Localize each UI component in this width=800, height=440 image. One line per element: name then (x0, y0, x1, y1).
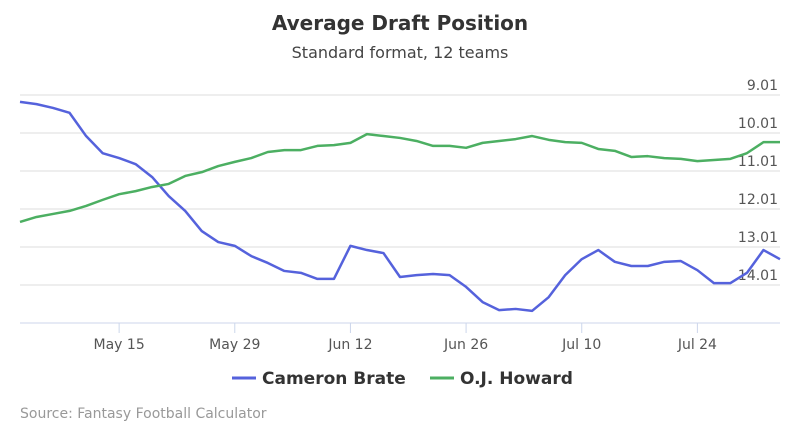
x-tick-label: Jun 26 (443, 337, 488, 353)
series-line (19, 132, 780, 224)
x-tick-label: Jul 24 (677, 337, 717, 353)
x-tick-label: Jun 12 (327, 337, 372, 353)
y-tick-label: 9.01 (747, 78, 778, 94)
y-tick-label: 13.01 (738, 230, 778, 246)
chart-subtitle: Standard format, 12 teams (292, 43, 509, 62)
x-tick-label: May 15 (94, 337, 145, 353)
chart-title: Average Draft Position (272, 11, 528, 35)
y-tick-label: 12.01 (738, 192, 778, 208)
y-tick-label: 11.01 (738, 154, 778, 170)
source: Source: Fantasy Football Calculator (20, 406, 267, 422)
series-line (19, 100, 781, 313)
legend-label[interactable]: Cameron Brate (262, 369, 406, 389)
legend-label[interactable]: O.J. Howard (460, 369, 573, 389)
y-tick-label: 10.01 (738, 116, 778, 132)
x-tick-label: Jul 10 (561, 337, 601, 353)
x-tick-label: May 29 (209, 337, 260, 353)
